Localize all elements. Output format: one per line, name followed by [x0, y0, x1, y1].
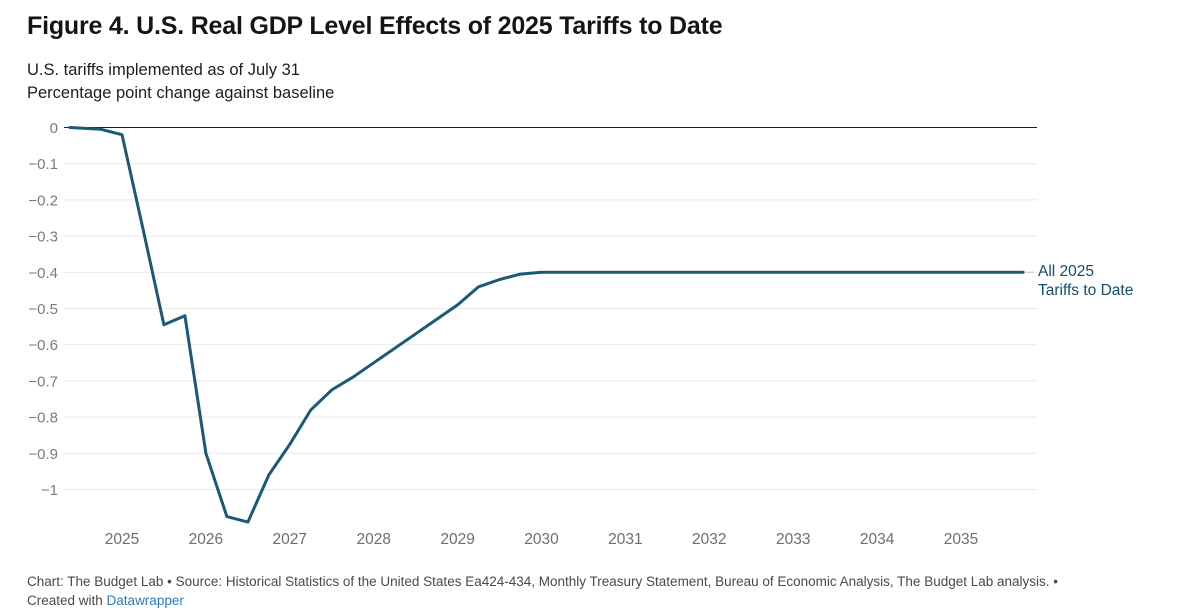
- subtitle-line-1: U.S. tariffs implemented as of July 31: [27, 61, 300, 79]
- x-tick-label: 2035: [944, 531, 978, 548]
- x-tick-label: 2030: [524, 531, 559, 548]
- chart-subtitle: U.S. tariffs implemented as of July 31 P…: [27, 59, 334, 105]
- y-tick-label: −0.4: [28, 265, 58, 282]
- x-tick-label: 2026: [189, 531, 223, 548]
- footer-source-text: Chart: The Budget Lab • Source: Historic…: [27, 574, 1059, 589]
- x-tick-label: 2032: [692, 531, 726, 548]
- y-tick-label: −1: [41, 482, 58, 499]
- x-tick-label: 2034: [860, 531, 895, 548]
- footer: Chart: The Budget Lab • Source: Historic…: [27, 572, 1187, 610]
- series-label-line-1: All 2025: [1038, 263, 1095, 280]
- y-tick-label: −0.6: [28, 337, 58, 354]
- y-tick-label: −0.2: [28, 192, 58, 209]
- series-label: All 2025 Tariffs to Date: [1038, 262, 1133, 300]
- footer-created-prefix: Created with: [27, 593, 107, 608]
- y-tick-label: −0.7: [28, 373, 58, 390]
- y-tick-label: −0.1: [28, 156, 58, 173]
- footer-created-with: Created with Datawrapper: [27, 591, 1187, 610]
- x-tick-label: 2029: [440, 531, 474, 548]
- x-tick-label: 2031: [608, 531, 642, 548]
- series-label-line-2: Tariffs to Date: [1038, 282, 1134, 299]
- y-tick-label: −0.5: [28, 301, 58, 318]
- subtitle-line-2: Percentage point change against baseline: [27, 84, 335, 102]
- x-tick-label: 2025: [105, 531, 139, 548]
- x-tick-label: 2028: [356, 531, 390, 548]
- page-title: Figure 4. U.S. Real GDP Level Effects of…: [27, 12, 723, 40]
- y-tick-label: −0.3: [28, 229, 58, 246]
- y-tick-label: 0: [50, 120, 58, 137]
- y-tick-label: −0.8: [28, 410, 58, 427]
- gdp-effect-line: [68, 126, 1025, 524]
- datawrapper-link[interactable]: Datawrapper: [106, 593, 184, 608]
- y-tick-label: −0.9: [28, 446, 58, 463]
- x-tick-label: 2027: [273, 531, 307, 548]
- x-tick-label: 2033: [776, 531, 810, 548]
- footer-attribution: Chart: The Budget Lab • Source: Historic…: [27, 572, 1187, 591]
